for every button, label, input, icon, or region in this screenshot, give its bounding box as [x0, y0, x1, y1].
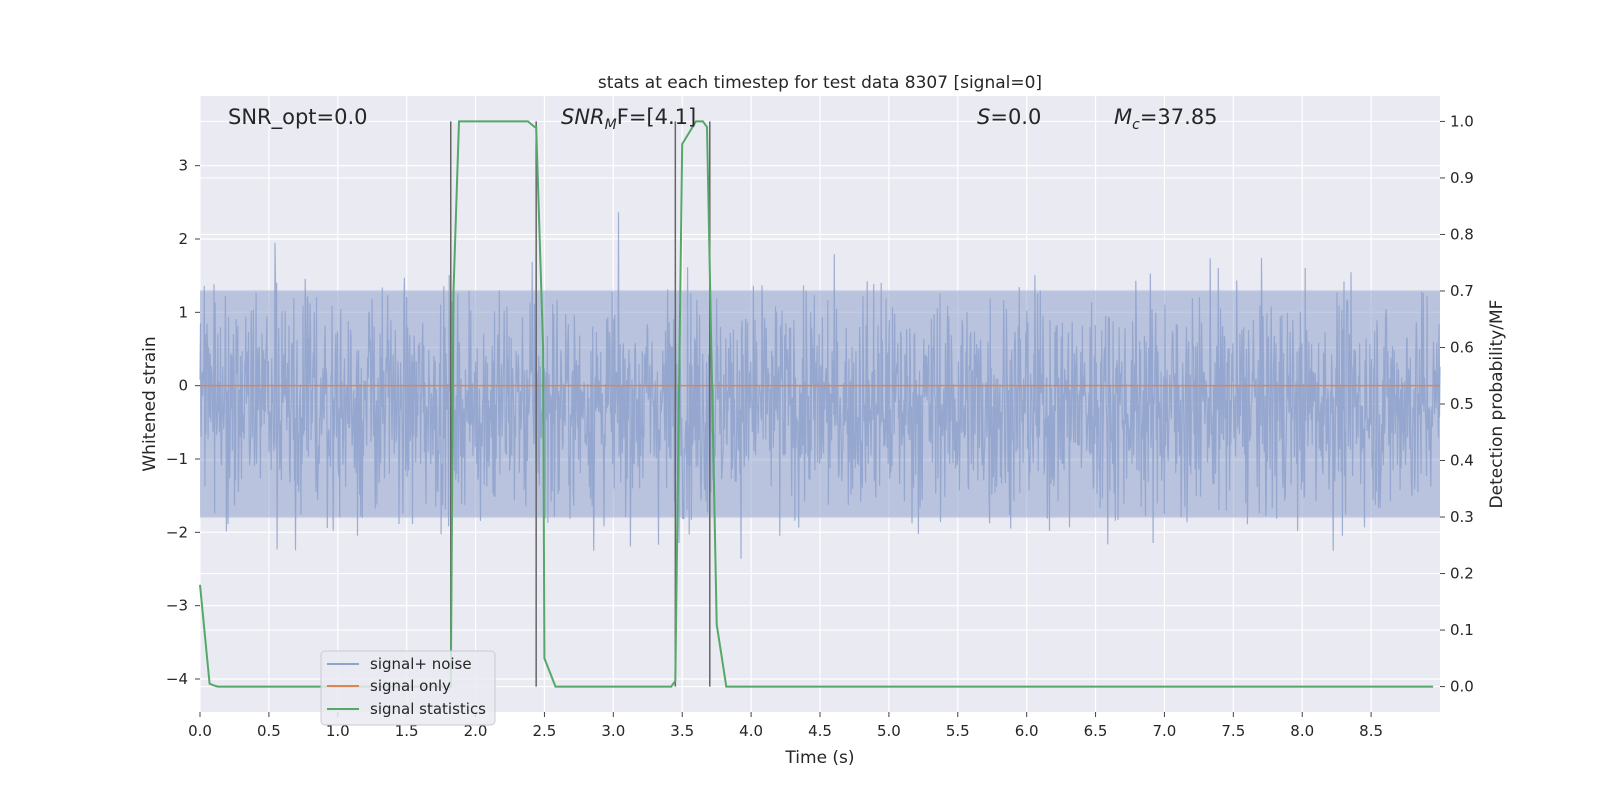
snr-mf-tail: F=[4.1]	[617, 105, 696, 129]
y2-tick-label: 0.1	[1450, 621, 1474, 639]
y2-tick-label: 0.4	[1450, 452, 1474, 470]
y2-tick-label: 0.6	[1450, 338, 1474, 356]
x-tick-label: 4.0	[739, 722, 763, 740]
y2-tick-label: 0.5	[1450, 395, 1474, 413]
mc-sub: c	[1132, 117, 1140, 133]
y-tick-label: 1	[178, 303, 188, 321]
legend-noise-label: signal+ noise	[370, 655, 472, 673]
snr-opt-annotation: SNR_opt=0.0	[228, 105, 368, 130]
y2-tick-label: 0.7	[1450, 282, 1474, 300]
snr-mf-annotation: SNRMF=[4.1]	[561, 105, 696, 133]
x-tick-label: 2.0	[464, 722, 488, 740]
x-axis-label: Time (s)	[784, 748, 854, 768]
x-tick-label: 8.0	[1290, 722, 1314, 740]
y2-axis-ticks: 1.0 0.9 0.8 0.7 0.6 0.5 0.4 0.3 0.2 0.1 0.0	[1440, 112, 1474, 696]
legend-statistics-label: signal statistics	[370, 700, 486, 718]
noise-dense-band	[200, 290, 1440, 518]
y-tick-label: −1	[166, 450, 188, 468]
y2-tick-label: 1.0	[1450, 112, 1474, 130]
legend: signal+ noise signal only signal statist…	[320, 650, 496, 726]
y2-tick-label: 0.0	[1450, 678, 1474, 696]
mc-annotation: Mc=37.85	[1114, 105, 1218, 133]
legend-signal-only-label: signal only	[370, 677, 451, 695]
x-tick-label: 4.5	[808, 722, 832, 740]
legend-box	[320, 650, 496, 726]
s-main: S	[977, 105, 990, 129]
x-tick-label: 8.5	[1359, 722, 1383, 740]
x-tick-label: 6.5	[1084, 722, 1108, 740]
x-tick-label: 2.5	[533, 722, 557, 740]
x-axis-ticks: 0.0 0.5 1.0 1.5 2.0 2.5 3.0 3.5 4.0 4.5 5.0 5.5 6.0 6…	[188, 712, 1383, 740]
x-tick-label: 0.5	[257, 722, 281, 740]
y-axis-ticks: 3 2 1 0 −1 −2 −3 −4	[166, 157, 200, 688]
snr-mf-main: SNR	[561, 105, 605, 129]
x-tick-label: 7.0	[1153, 722, 1177, 740]
y2-tick-label: 0.8	[1450, 225, 1474, 243]
x-tick-label: 1.5	[395, 722, 419, 740]
x-tick-label: 3.5	[670, 722, 694, 740]
x-tick-label: 6.0	[1015, 722, 1039, 740]
y-tick-label: 2	[178, 230, 188, 248]
x-tick-label: 1.0	[326, 722, 350, 740]
y2-tick-label: 0.3	[1450, 508, 1474, 526]
x-tick-label: 3.0	[601, 722, 625, 740]
x-tick-label: 5.0	[877, 722, 901, 740]
y2-tick-label: 0.2	[1450, 565, 1474, 583]
y-tick-label: −3	[166, 597, 188, 615]
y-tick-label: −4	[166, 670, 188, 688]
s-tail: =0.0	[990, 105, 1041, 129]
x-tick-label: 5.5	[946, 722, 970, 740]
y-axis-label: Whitened strain	[140, 336, 160, 471]
x-tick-label: 0.0	[188, 722, 212, 740]
snr-mf-sub: M	[605, 117, 617, 133]
s-annotation: S=0.0	[977, 105, 1041, 129]
mc-tail: =37.85	[1140, 105, 1218, 129]
x-tick-label: 7.5	[1221, 722, 1245, 740]
y2-tick-label: 0.9	[1450, 169, 1474, 187]
mc-main: M	[1114, 105, 1132, 129]
y-tick-label: −2	[166, 523, 188, 541]
chart-title: stats at each timestep for test data 830…	[598, 73, 1042, 93]
y2-axis-label: Detection probability/MF	[1487, 300, 1507, 509]
y-tick-label: 0	[178, 377, 188, 395]
y-tick-label: 3	[178, 157, 188, 175]
